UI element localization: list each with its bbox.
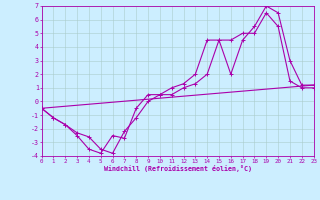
X-axis label: Windchill (Refroidissement éolien,°C): Windchill (Refroidissement éolien,°C)	[104, 165, 252, 172]
